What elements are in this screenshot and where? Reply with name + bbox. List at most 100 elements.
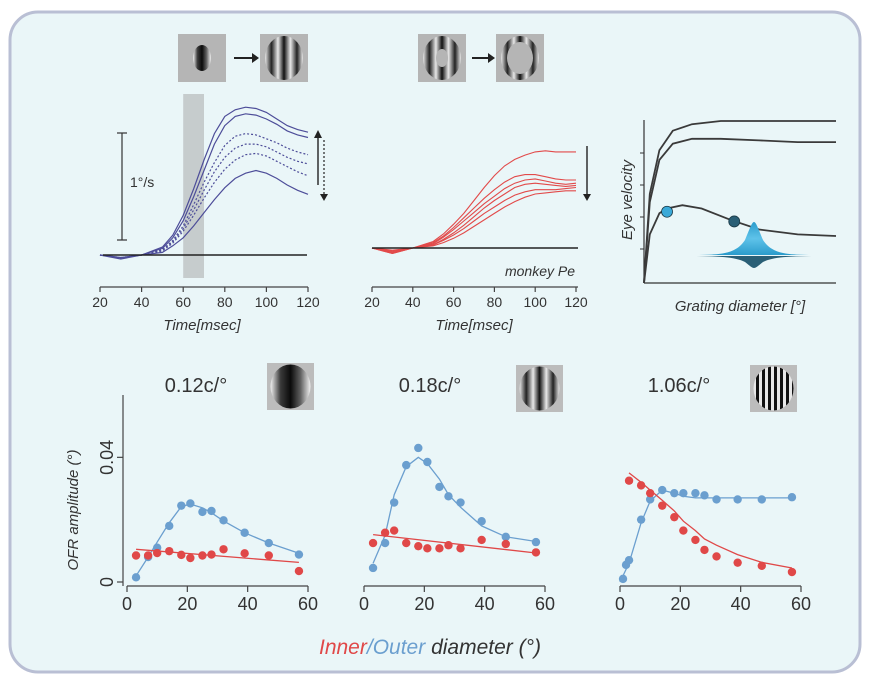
- xlabel-rest: diameter (°): [425, 636, 541, 659]
- data-point-inner: [414, 541, 423, 551]
- data-point-inner: [368, 538, 378, 548]
- blue-velocity-trace: [99, 132, 309, 259]
- stimulus-icon-center-with-hole: [418, 34, 466, 82]
- grating-icon-high-sf: [750, 365, 797, 412]
- data-point-inner: [219, 545, 228, 554]
- data-point-inner: [757, 561, 766, 570]
- data-point-inner: [733, 558, 742, 567]
- x-tick-label: 40: [134, 294, 150, 310]
- model-axes: [640, 120, 836, 284]
- data-point-outer: [402, 460, 411, 470]
- data-point-outer: [186, 499, 195, 508]
- data-point-inner: [389, 526, 399, 535]
- data-point-inner: [380, 528, 390, 537]
- xlabel-inner: Inner: [319, 636, 368, 659]
- sf-label-1: 0.12c/°: [165, 375, 227, 397]
- data-point-inner: [240, 549, 249, 558]
- y-tick-label: 0.04: [97, 440, 117, 475]
- data-point-inner: [143, 551, 153, 560]
- x-tick-label: 20: [177, 594, 197, 614]
- data-point-outer: [368, 563, 378, 573]
- top-left-xlabel: Time[msec]: [163, 317, 241, 334]
- bottom-ylabel: OFR amplitude (°): [65, 449, 82, 570]
- grating-icon-low-sf: [267, 363, 314, 410]
- model-curve: [643, 137, 836, 284]
- sf-label-3: 1.06c/°: [648, 375, 710, 397]
- data-point-inner: [152, 548, 162, 558]
- monkey-label: monkey Pe: [505, 263, 575, 279]
- bottom-data: [131, 443, 797, 584]
- top-middle-xlabel: Time[msec]: [435, 317, 513, 334]
- data-point-inner: [645, 488, 655, 498]
- fit-line-inner: [136, 548, 299, 564]
- x-tick-label: 0: [615, 594, 625, 614]
- x-tick-label: 120: [296, 294, 320, 310]
- data-point-outer: [531, 537, 541, 547]
- arrow-right-icon: [234, 53, 259, 63]
- data-point-inner: [624, 476, 634, 485]
- data-point-outer: [636, 515, 646, 524]
- x-tick-label: 0: [359, 594, 369, 614]
- data-point-inner: [787, 567, 797, 577]
- data-point-outer: [165, 521, 174, 531]
- x-tick-label: 60: [446, 294, 462, 310]
- data-point-outer: [501, 532, 510, 542]
- x-tick-label: 60: [175, 294, 191, 310]
- data-point-inner: [435, 544, 444, 553]
- x-tick-label: 20: [364, 294, 380, 310]
- data-point-outer: [733, 495, 742, 504]
- model-curve: [643, 120, 836, 284]
- top-middle-traces: [371, 150, 577, 254]
- model-marker: [728, 215, 741, 228]
- fit-line-inner: [628, 472, 793, 569]
- data-point-inner: [636, 481, 646, 490]
- data-point-outer: [757, 495, 766, 504]
- data-point-outer: [477, 517, 486, 526]
- x-tick-label: 40: [475, 594, 495, 614]
- x-tick-label: 0: [122, 594, 132, 614]
- shaded-interval: [183, 94, 204, 278]
- data-point-outer: [456, 498, 465, 507]
- data-point-inner: [670, 512, 679, 522]
- data-point-inner: [294, 566, 304, 576]
- x-tick-label: 40: [731, 594, 751, 614]
- x-tick-label: 40: [405, 294, 421, 310]
- stimulus-icon-full-grating: [260, 34, 308, 82]
- blue-direction-arrows: [314, 130, 328, 201]
- stimulus-icon-annulus: [496, 34, 544, 82]
- data-point-outer: [264, 538, 273, 548]
- data-point-outer: [624, 555, 634, 565]
- data-point-inner: [198, 551, 207, 560]
- data-point-outer: [691, 488, 700, 498]
- blue-velocity-trace: [99, 106, 309, 259]
- data-point-outer: [423, 457, 432, 467]
- data-point-outer: [618, 574, 628, 584]
- scale-bar-label: 1°/s: [130, 174, 154, 190]
- red-velocity-trace: [371, 174, 576, 252]
- data-point-inner: [679, 526, 688, 535]
- x-tick-label: 80: [217, 294, 233, 310]
- fit-line-inner: [373, 533, 537, 554]
- data-point-inner: [165, 546, 174, 556]
- data-point-inner: [444, 541, 453, 550]
- red-velocity-trace: [371, 186, 577, 254]
- x-tick-label: 100: [524, 294, 548, 310]
- red-direction-arrow: [583, 146, 591, 201]
- data-point-inner: [501, 539, 510, 549]
- x-tick-label: 120: [564, 294, 588, 310]
- data-point-outer: [700, 491, 709, 500]
- data-point-inner: [456, 544, 465, 553]
- data-point-inner: [423, 544, 432, 553]
- data-point-inner: [264, 551, 273, 560]
- data-point-outer: [131, 573, 141, 582]
- data-point-inner: [691, 535, 700, 545]
- red-velocity-trace: [371, 190, 576, 254]
- x-tick-label: 20: [414, 594, 434, 614]
- arrow-right-icon: [472, 53, 495, 63]
- red-velocity-trace: [371, 178, 577, 253]
- data-point-outer: [207, 506, 216, 516]
- data-point-outer: [679, 488, 688, 498]
- model-marker: [661, 205, 673, 218]
- top-left-traces: [99, 106, 309, 260]
